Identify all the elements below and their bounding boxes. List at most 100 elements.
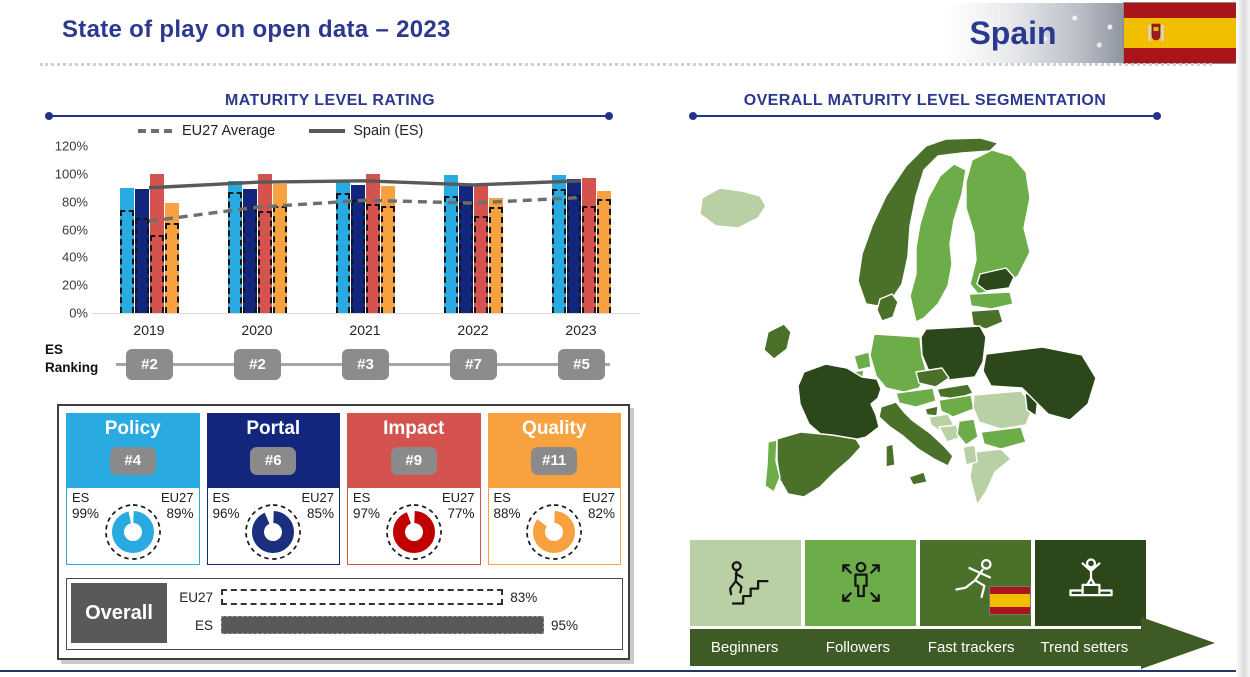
dotted-separator	[40, 63, 1212, 66]
country-name: Spain	[969, 14, 1057, 51]
eu27-overlay-bar	[164, 222, 179, 313]
impact-card: Impact #9 ES EU27 97% 77%	[347, 413, 481, 565]
legend-label-eu27: EU27 Average	[182, 123, 276, 139]
map-country-italy	[908, 471, 928, 486]
eu27-overlay-bar	[134, 218, 149, 313]
map-country-sweden	[909, 163, 967, 323]
segmentation-banner: Beginners Followers Fast trackers Trend …	[690, 629, 1143, 666]
right-section-underline	[689, 112, 1161, 120]
portal-donut-chart	[245, 504, 302, 560]
eu27-overlay-bar	[458, 203, 473, 313]
map-country-romania	[972, 390, 1034, 430]
y-axis-tick: 60%	[61, 222, 88, 237]
policy-title: Policy	[104, 418, 161, 439]
impact-donut-chart	[385, 504, 442, 560]
page-title: State of play on open data – 2023	[62, 16, 451, 43]
overall-es-bar	[221, 616, 544, 634]
y-axis-tick: 80%	[61, 194, 88, 210]
quality-donut-chart	[526, 504, 583, 560]
stairs-climb-icon	[728, 561, 769, 605]
flag-stripe	[1124, 48, 1236, 63]
map-country-italy	[885, 443, 896, 468]
map-country-albania	[962, 444, 978, 466]
segment-box-fast-trackers	[920, 540, 1031, 626]
map-country-greece	[969, 448, 1012, 506]
eu27-overlay-bar	[488, 207, 503, 313]
map-country-latvia	[968, 291, 1014, 310]
flag-stripe	[1124, 18, 1236, 48]
y-axis-tick: 40%	[61, 249, 88, 265]
legend-item-eu27: EU27 Average	[138, 123, 275, 139]
x-axis-tick: 2020	[241, 322, 273, 338]
podium-winner-icon	[1068, 558, 1113, 597]
quality-card-header: Quality #11	[487, 413, 621, 487]
map-country-spain	[776, 431, 862, 498]
flag-emblem-icon	[1148, 23, 1164, 41]
eu27-overlay-bar	[242, 207, 257, 313]
map-country-serbia	[956, 418, 979, 446]
eu27-overlay-bar	[596, 198, 611, 313]
map-country-france	[797, 363, 882, 443]
y-axis-tick: 20%	[61, 277, 88, 293]
map-country-hungary	[938, 394, 975, 418]
banner-label-trend-setters: Trend setters	[1040, 639, 1129, 656]
impact-card-header: Impact #9	[347, 413, 481, 487]
europe-choropleth-map	[699, 137, 1097, 506]
portal-card: Portal #6 ES EU27 96% 85%	[206, 413, 340, 565]
bar-quality-es-	[596, 190, 611, 313]
eu27-overlay-bar	[149, 235, 164, 313]
x-axis-tick: 2023	[565, 322, 597, 338]
policy-rank-badge: #4	[109, 447, 156, 475]
country-banner: Spain	[948, 3, 1124, 63]
segment-box-followers	[805, 540, 916, 626]
eu27-overlay-bar	[257, 211, 272, 313]
portal-card-body: ES EU27 96% 85%	[206, 487, 340, 565]
ranking-badge-2023: #5	[558, 349, 605, 380]
map-country-bulgaria	[980, 426, 1027, 450]
bar-quality-es-	[488, 197, 503, 313]
eu27-overlay-bar	[551, 189, 566, 313]
segment-box-beginners	[690, 540, 801, 626]
bar-policy-es-	[119, 187, 134, 313]
spain-flag-icon	[1123, 2, 1237, 64]
portal-rank-badge: #6	[250, 447, 297, 475]
page-edge-shadow	[1236, 0, 1250, 677]
eu27-overlay-bar	[473, 215, 488, 313]
map-country-czechia	[915, 367, 950, 388]
eu27-overlay-bar	[272, 205, 287, 313]
map-country-denmark	[876, 293, 899, 322]
policy-card-body: ES EU27 99% 89%	[66, 487, 200, 565]
overall-eu27-bar	[221, 589, 504, 605]
overall-label: Overall	[71, 583, 167, 643]
impact-card-body: ES EU27 97% 77%	[347, 487, 481, 565]
eu27-overlay-bar	[335, 193, 350, 313]
map-country-portugal	[764, 439, 781, 493]
x-axis-tick: 2019	[133, 322, 165, 338]
eu27-overlay-bar	[227, 191, 242, 313]
quality-card-body: ES EU27 88% 82%	[487, 487, 621, 565]
quality-title: Quality	[522, 418, 587, 439]
dashed-line-swatch	[138, 129, 174, 133]
map-country-estonia	[976, 267, 1015, 292]
x-axis-tick: 2021	[349, 322, 381, 338]
impact-title: Impact	[383, 418, 445, 439]
map-country-italy	[878, 401, 954, 467]
eu27-overlay-bar	[365, 204, 380, 313]
right-section-title: OVERALL MATURITY LEVEL SEGMENTATION	[743, 92, 1107, 109]
ranking-badge-2020: #2	[234, 349, 281, 380]
policy-card: Policy #4 ES EU27 99% 89%	[66, 413, 200, 565]
bar-quality-es-	[164, 203, 179, 313]
segment-box-trend-setters	[1035, 540, 1146, 626]
left-section-underline	[45, 112, 613, 120]
eu27-overlay-bar	[581, 205, 596, 313]
y-axis-tick: 0%	[69, 305, 88, 321]
ranking-badge-2021: #3	[342, 349, 389, 380]
ranking-badge-2019: #2	[126, 349, 173, 380]
segmentation-legend	[690, 540, 1146, 626]
eu27-overlay-bar	[350, 200, 365, 313]
map-country-iceland	[699, 187, 767, 229]
chart-legend: EU27 Average Spain (ES)	[138, 123, 423, 139]
y-axis-tick: 100%	[54, 166, 88, 182]
map-country-lithuania	[970, 308, 1004, 330]
